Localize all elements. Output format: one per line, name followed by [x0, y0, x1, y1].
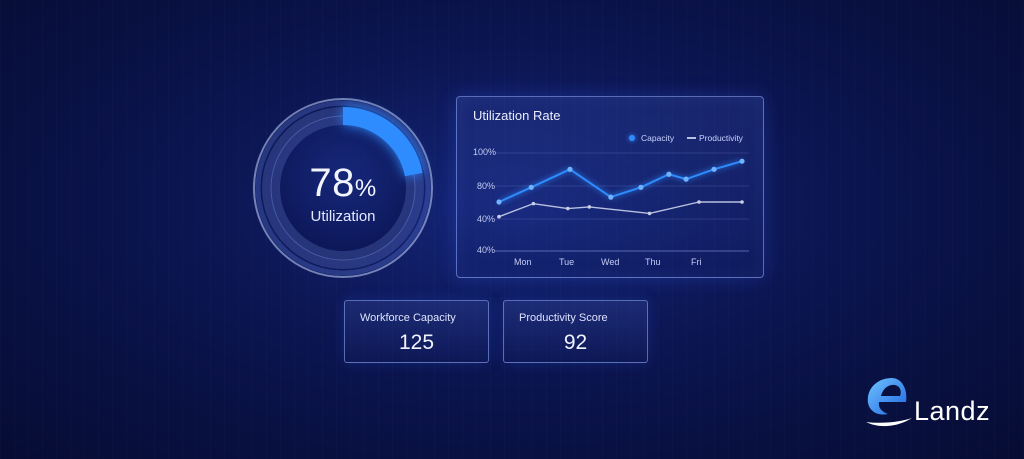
productivity-data-point — [531, 201, 536, 206]
productivity-score-label: Productivity Score — [519, 312, 608, 324]
panel-title: Utilization Rate — [473, 108, 561, 123]
productivity-score-value: 92 — [563, 331, 588, 354]
productivity-data-point — [740, 200, 744, 204]
capacity-data-point — [711, 166, 717, 172]
capacity-data-point — [608, 194, 614, 200]
brand-logo: Landz — [862, 372, 1002, 432]
brand-mark-icon — [866, 378, 912, 427]
utilization-gauge: 78% Utilization — [252, 97, 434, 279]
x-tick-label: Thu — [645, 257, 661, 267]
utilization-number: 78 — [309, 161, 355, 205]
y-tick-label: 40% — [477, 245, 496, 255]
capacity-data-point — [739, 158, 745, 164]
capacity-data-point — [683, 176, 689, 182]
workforce-capacity-card: Workforce Capacity 125 — [344, 300, 489, 363]
utilization-value: 78% — [252, 161, 434, 206]
legend-capacity-swatch — [629, 135, 635, 141]
workforce-capacity-label: Workforce Capacity — [360, 312, 456, 324]
capacity-series-line — [498, 160, 743, 203]
capacity-data-point — [567, 166, 573, 172]
x-tick-label: Wed — [601, 257, 620, 267]
capacity-data-point — [496, 199, 502, 205]
x-tick-label: Tue — [559, 257, 575, 267]
capacity-data-point — [638, 184, 644, 190]
gauge-progress-arc — [342, 107, 423, 177]
productivity-series-line — [498, 201, 742, 218]
legend-productivity-swatch — [687, 137, 696, 139]
x-tick-label: Mon — [514, 257, 532, 267]
brand-name: Landz — [914, 396, 991, 426]
utilization-rate-panel: Utilization Rate Capacity Productivity 1… — [456, 96, 764, 278]
utilization-unit: % — [354, 175, 377, 202]
line-chart-plot — [495, 152, 749, 252]
y-tick-label: 100% — [473, 147, 497, 157]
productivity-data-point — [697, 200, 701, 204]
utilization-label: Utilization — [310, 208, 376, 225]
productivity-data-point — [647, 211, 652, 216]
productivity-data-point — [566, 206, 570, 211]
y-tick-label: 40% — [477, 214, 496, 224]
x-tick-label: Fri — [691, 257, 702, 267]
capacity-data-point — [666, 171, 672, 177]
gauge-ring — [253, 98, 433, 278]
productivity-score-card: Productivity Score 92 — [503, 300, 648, 363]
capacity-data-point — [528, 184, 534, 190]
productivity-data-point — [497, 214, 501, 219]
legend-capacity-label: Capacity — [641, 133, 675, 143]
workforce-capacity-value: 125 — [398, 331, 435, 354]
productivity-data-point — [587, 205, 592, 209]
legend-productivity-label: Productivity — [699, 133, 743, 143]
y-tick-label: 80% — [477, 181, 496, 191]
